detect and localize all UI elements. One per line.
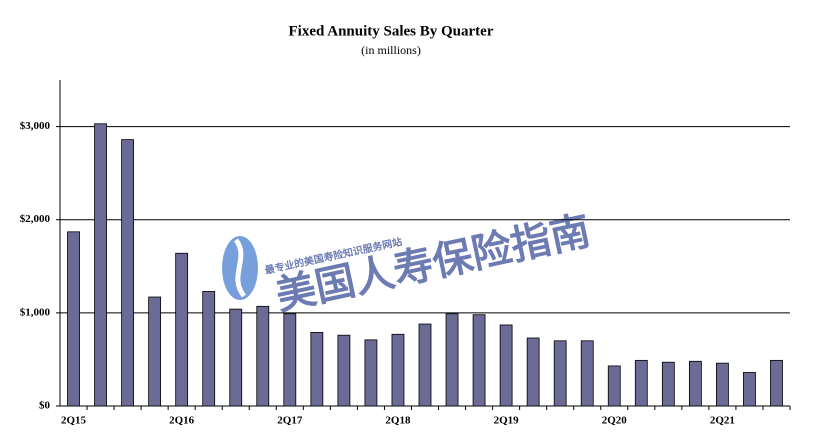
bar	[364, 339, 378, 407]
bar	[175, 252, 189, 407]
bar	[337, 334, 351, 407]
bar	[743, 372, 756, 407]
y-tick-label: $1,000	[20, 306, 51, 318]
watermark-title: 美国人寿保险指南	[272, 208, 595, 320]
y-tick-label: $3,000	[20, 120, 51, 132]
x-tick-label: 2Q17	[277, 415, 303, 427]
watermark-logo	[222, 236, 258, 300]
x-tick-label: 2Q21	[710, 415, 735, 427]
bar	[688, 360, 702, 407]
bar	[770, 359, 783, 407]
bar	[553, 340, 567, 407]
x-tick-label: 2Q16	[169, 415, 195, 427]
bar	[607, 365, 621, 407]
bar	[67, 231, 80, 407]
bar	[716, 362, 729, 407]
bar	[229, 308, 243, 407]
y-tick-label: $2,000	[20, 213, 51, 225]
bar	[472, 314, 486, 407]
bar	[283, 313, 297, 407]
bar	[202, 291, 216, 407]
bar	[310, 332, 324, 407]
bar	[256, 305, 270, 407]
bar	[148, 296, 162, 407]
x-tick-label: 2Q20	[602, 415, 628, 427]
bar	[634, 359, 648, 407]
bar	[445, 313, 459, 407]
y-tick-label: $0	[39, 400, 51, 412]
x-tick-label: 2Q15	[61, 415, 87, 427]
chart-subtitle: (in millions)	[361, 43, 421, 57]
bar	[391, 333, 405, 407]
bar	[526, 337, 540, 407]
bar	[499, 324, 513, 407]
bar	[121, 139, 134, 407]
bar	[418, 323, 432, 407]
bar	[661, 361, 675, 407]
bar	[94, 123, 107, 407]
x-tick-label: 2Q19	[494, 415, 520, 427]
chart-title: Fixed Annuity Sales By Quarter	[288, 23, 493, 39]
bar	[580, 340, 594, 407]
x-tick-label: 2Q18	[385, 415, 411, 427]
